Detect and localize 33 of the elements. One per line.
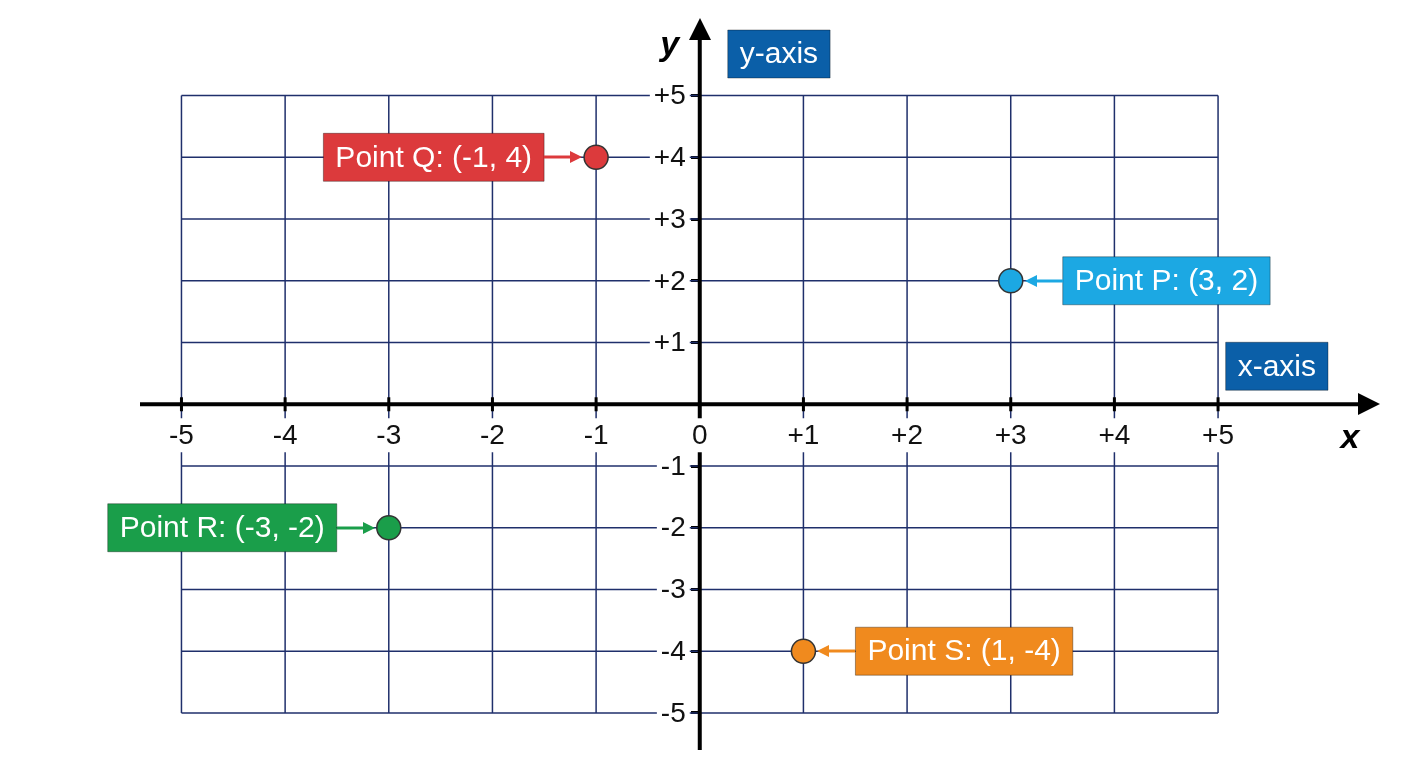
y-tick-label: +2 (653, 264, 686, 296)
annotation: Point Q: (-1, 4) (335, 139, 533, 173)
y-axis-title: y (658, 24, 682, 63)
point (790, 638, 817, 664)
y-tick-label: -5 (660, 696, 686, 728)
annotation: Point R: (-3, -2) (119, 510, 325, 543)
y-tick-label: +4 (653, 141, 686, 173)
point (997, 268, 1024, 294)
x-tick-label: -4 (272, 418, 298, 450)
x-tick-label: +4 (1098, 418, 1131, 450)
x-tick-label: +5 (1202, 418, 1235, 450)
x-tick-label: +3 (994, 418, 1027, 450)
x-tick-label: +1 (787, 418, 820, 450)
point (376, 514, 402, 541)
point (583, 144, 609, 171)
y-tick-label: -1 (660, 449, 686, 481)
y-tick-label: +5 (653, 79, 686, 111)
y-tick-label: +1 (653, 326, 686, 358)
annotation: Point P: (3, 2) (1074, 263, 1259, 297)
y-tick-label: -2 (660, 511, 686, 543)
x-tick-label: -1 (583, 418, 609, 450)
x-tick-label: -5 (169, 418, 194, 450)
annotation: x-axis (1237, 348, 1316, 382)
y-tick-label: -4 (660, 634, 686, 666)
y-tick-label: +3 (653, 202, 686, 234)
x-tick-label: -3 (376, 418, 402, 450)
x-tick-label: +2 (891, 418, 924, 450)
annotation: Point S: (1, -4) (867, 633, 1061, 667)
y-tick-label: -3 (660, 573, 686, 605)
x-tick-label: -2 (479, 418, 505, 450)
x-tick-label: 0 (691, 418, 708, 450)
annotation: y-axis (739, 36, 819, 70)
x-axis-title: x (1338, 416, 1362, 455)
